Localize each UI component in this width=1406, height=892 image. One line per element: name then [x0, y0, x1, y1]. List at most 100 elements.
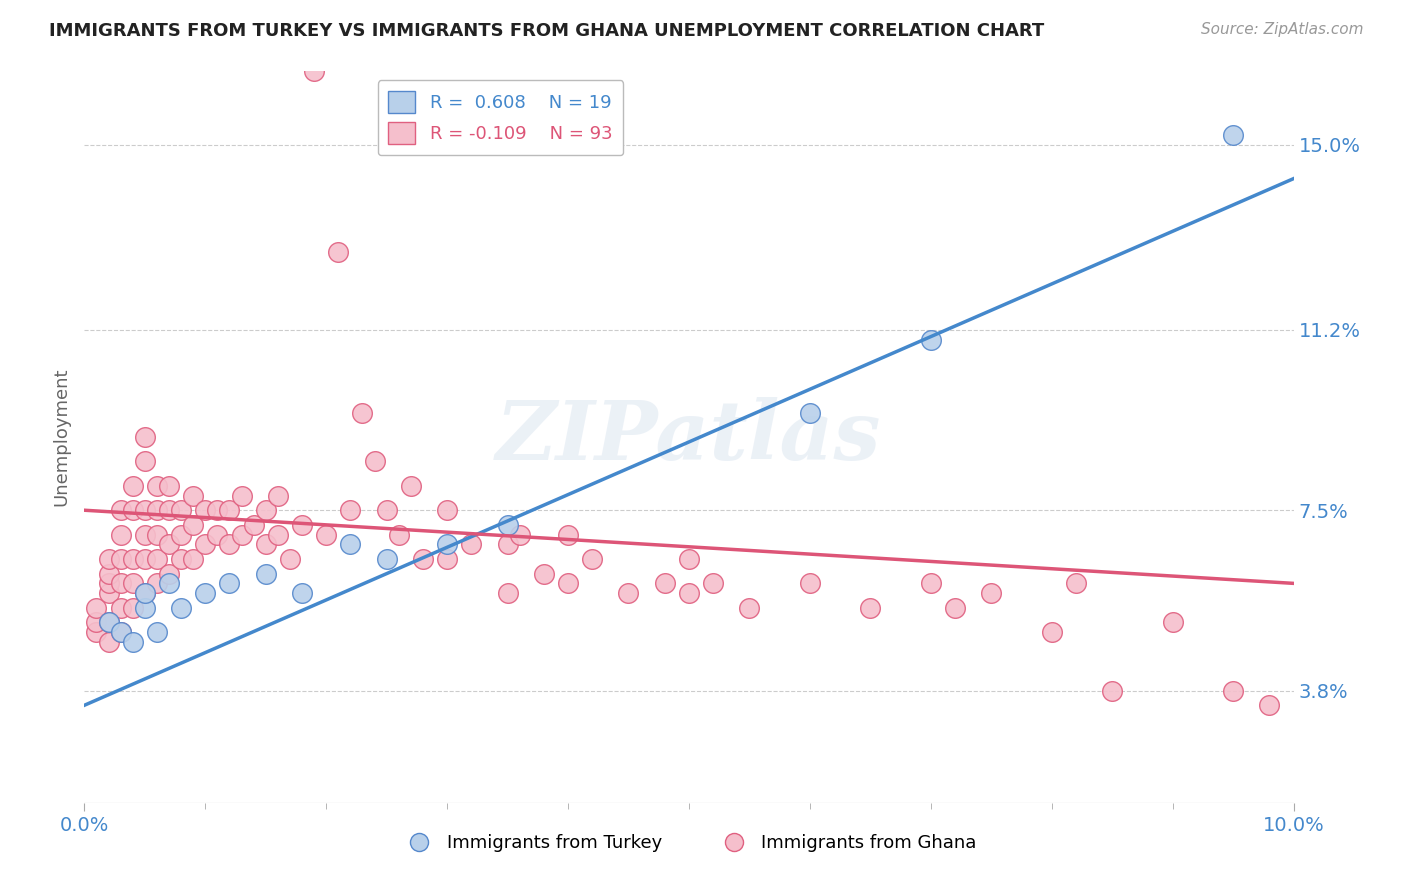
Point: [702, 576, 724, 591]
Point: [110, 503, 132, 517]
Point: [134, 454, 156, 468]
Point: [170, 600, 193, 615]
Point: [581, 552, 603, 566]
Point: [218, 576, 240, 591]
Point: [134, 586, 156, 600]
Point: [157, 537, 180, 551]
Point: [315, 527, 337, 541]
Point: [97, 615, 120, 630]
Point: [496, 537, 519, 551]
Point: [218, 537, 240, 551]
Point: [218, 503, 240, 517]
Point: [170, 527, 193, 541]
Point: [110, 625, 132, 640]
Point: [436, 503, 458, 517]
Point: [157, 479, 180, 493]
Point: [110, 576, 132, 591]
Point: [97, 586, 120, 600]
Point: [254, 537, 277, 551]
Point: [181, 552, 204, 566]
Point: [328, 244, 350, 259]
Point: [134, 430, 156, 444]
Point: [97, 615, 120, 630]
Point: [436, 552, 458, 566]
Point: [460, 537, 482, 551]
Point: [231, 489, 253, 503]
Point: [678, 552, 700, 566]
Point: [654, 576, 676, 591]
Point: [617, 586, 640, 600]
Point: [181, 517, 204, 532]
Point: [363, 454, 385, 468]
Point: [121, 479, 143, 493]
Text: IMMIGRANTS FROM TURKEY VS IMMIGRANTS FROM GHANA UNEMPLOYMENT CORRELATION CHART: IMMIGRANTS FROM TURKEY VS IMMIGRANTS FRO…: [49, 22, 1045, 40]
Point: [339, 503, 361, 517]
Point: [859, 600, 882, 615]
Point: [97, 635, 120, 649]
Point: [146, 552, 169, 566]
Point: [110, 552, 132, 566]
Point: [134, 503, 156, 517]
Point: [496, 517, 519, 532]
Point: [1064, 576, 1087, 591]
Point: [157, 576, 180, 591]
Point: [267, 527, 290, 541]
Point: [1222, 683, 1244, 698]
Point: [254, 503, 277, 517]
Point: [533, 566, 555, 581]
Point: [1101, 683, 1123, 698]
Point: [86, 615, 108, 630]
Point: [291, 586, 314, 600]
Point: [194, 586, 217, 600]
Point: [557, 576, 579, 591]
Point: [110, 527, 132, 541]
Point: [110, 625, 132, 640]
Point: [302, 64, 325, 78]
Point: [1040, 625, 1063, 640]
Point: [194, 537, 217, 551]
Point: [799, 576, 821, 591]
Point: [110, 600, 132, 615]
Point: [412, 552, 434, 566]
Point: [291, 517, 314, 532]
Point: [121, 503, 143, 517]
Point: [121, 635, 143, 649]
Text: ZIPatlas: ZIPatlas: [496, 397, 882, 477]
Point: [399, 479, 422, 493]
Point: [920, 576, 942, 591]
Point: [170, 503, 193, 517]
Point: [1258, 698, 1281, 713]
Point: [146, 576, 169, 591]
Point: [375, 503, 398, 517]
Point: [943, 600, 966, 615]
Point: [121, 576, 143, 591]
Point: [436, 537, 458, 551]
Point: [509, 527, 531, 541]
Point: [121, 552, 143, 566]
Point: [97, 576, 120, 591]
Point: [157, 566, 180, 581]
Point: [157, 503, 180, 517]
Point: [97, 552, 120, 566]
Point: [134, 586, 156, 600]
Point: [86, 625, 108, 640]
Point: [278, 552, 301, 566]
Point: [557, 527, 579, 541]
Point: [97, 566, 120, 581]
Legend: Immigrants from Turkey, Immigrants from Ghana: Immigrants from Turkey, Immigrants from …: [394, 827, 984, 860]
Y-axis label: Unemployment: Unemployment: [52, 368, 70, 507]
Point: [339, 537, 361, 551]
Point: [134, 600, 156, 615]
Point: [267, 489, 290, 503]
Point: [678, 586, 700, 600]
Point: [121, 600, 143, 615]
Point: [799, 406, 821, 420]
Point: [134, 552, 156, 566]
Point: [738, 600, 761, 615]
Point: [496, 586, 519, 600]
Point: [231, 527, 253, 541]
Point: [1222, 128, 1244, 142]
Point: [388, 527, 411, 541]
Point: [86, 600, 108, 615]
Point: [146, 503, 169, 517]
